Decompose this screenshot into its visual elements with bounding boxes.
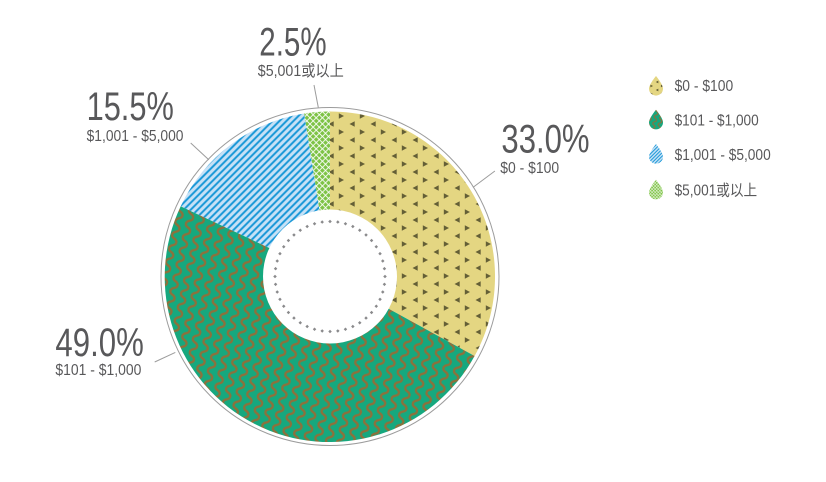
svg-text:2.5%: 2.5%: [259, 21, 326, 65]
svg-text:$101 - $1,000: $101 - $1,000: [675, 113, 759, 130]
svg-text:$1,001 - $5,000: $1,001 - $5,000: [87, 128, 184, 145]
svg-text:33.0%: 33.0%: [501, 118, 589, 162]
svg-text:$5,001或以上: $5,001或以上: [258, 62, 344, 80]
svg-text:15.5%: 15.5%: [87, 85, 174, 129]
svg-text:$0 - $100: $0 - $100: [675, 78, 734, 95]
svg-text:$0 - $100: $0 - $100: [500, 160, 559, 177]
svg-text:49.0%: 49.0%: [55, 321, 143, 365]
svg-text:$101 - $1,000: $101 - $1,000: [55, 362, 141, 379]
svg-text:$5,001或以上: $5,001或以上: [675, 181, 758, 199]
svg-text:$1,001 - $5,000: $1,001 - $5,000: [675, 147, 771, 164]
